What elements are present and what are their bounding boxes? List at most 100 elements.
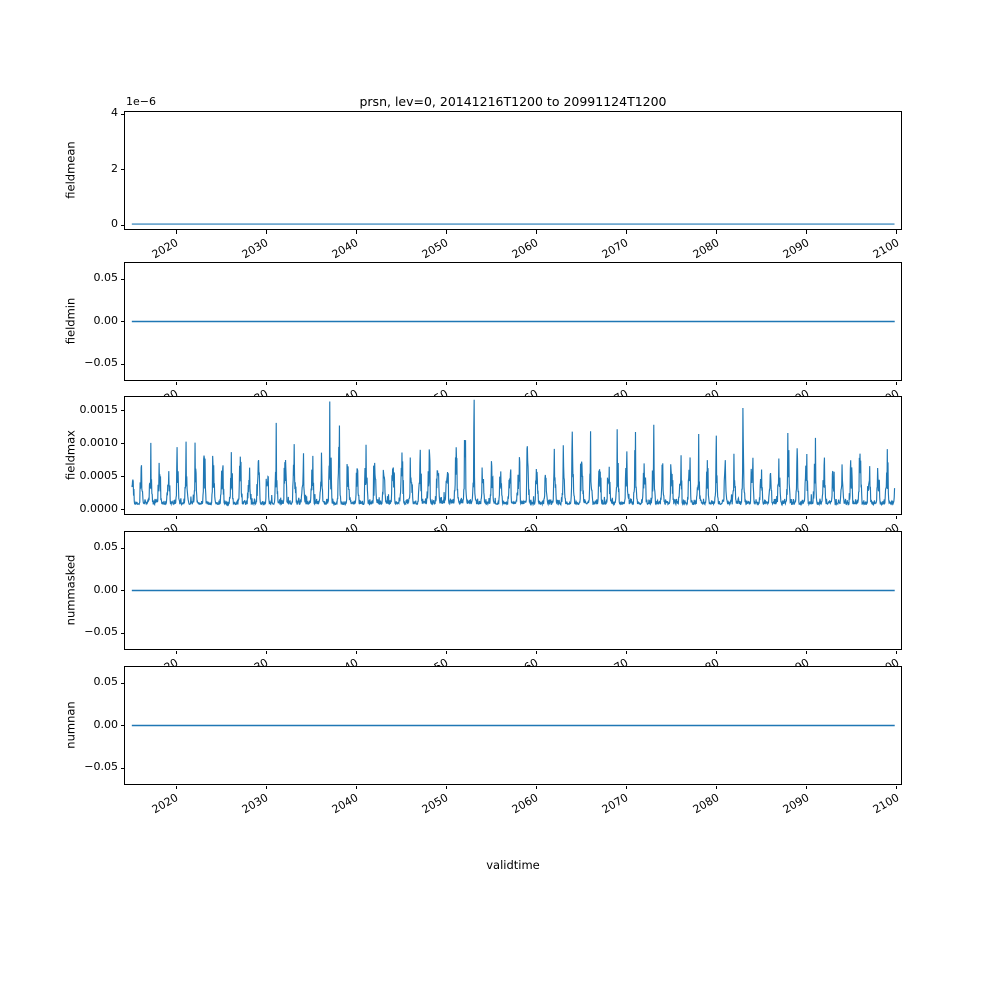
x-tick-mark — [535, 230, 537, 234]
x-tick-label: 2070 — [600, 236, 631, 262]
x-tick-mark — [355, 381, 357, 385]
y-tick-label: −0.05 — [84, 356, 118, 369]
y-tick-label: 2 — [111, 161, 118, 175]
y-tick-label: 0.00 — [93, 582, 119, 596]
y-tick-label: 0.00 — [93, 717, 119, 731]
x-tick-mark — [806, 785, 808, 789]
x-tick-mark — [535, 650, 537, 654]
x-tick-mark — [265, 650, 267, 654]
plot-panel-fieldmin — [124, 262, 902, 381]
y-tick-label: 0.0015 — [79, 402, 119, 416]
y-tick-label: 0.00 — [93, 313, 119, 327]
x-tick-mark — [716, 381, 718, 385]
x-tick-label: 2090 — [780, 791, 812, 817]
x-tick-mark — [175, 381, 177, 385]
y-tick-mark — [120, 321, 124, 323]
x-tick-mark — [806, 515, 808, 519]
x-tick-label: 2050 — [420, 791, 451, 817]
x-tick-mark — [265, 785, 267, 789]
x-tick-label: 2020 — [149, 791, 181, 817]
x-tick-mark — [625, 515, 627, 519]
x-tick-mark — [896, 650, 898, 654]
x-tick-mark — [806, 381, 808, 385]
x-tick-mark — [355, 650, 357, 654]
y-tick-mark — [120, 443, 124, 445]
plot-panel-fieldmax — [124, 396, 902, 515]
y-tick-mark — [120, 113, 124, 115]
y-tick-mark — [120, 169, 124, 171]
x-tick-mark — [625, 230, 627, 234]
x-tick-mark — [535, 785, 537, 789]
y-tick-mark — [120, 632, 124, 634]
y-tick-mark — [120, 682, 124, 684]
x-tick-mark — [445, 381, 447, 385]
y-tick-label: 0.0005 — [79, 468, 119, 482]
y-tick-label: 0.05 — [93, 271, 119, 284]
x-tick-label: 2020 — [149, 236, 181, 262]
x-tick-label: 2040 — [330, 791, 361, 817]
y-axis-label-fieldmean: fieldmean — [63, 140, 77, 199]
x-tick-label: 2080 — [690, 236, 721, 262]
y-tick-label: 0 — [111, 217, 118, 231]
y-tick-label: 0.0010 — [79, 435, 119, 449]
x-tick-mark — [175, 785, 177, 789]
y-tick-mark — [120, 547, 124, 549]
x-tick-mark — [445, 515, 447, 519]
x-tick-label: 2040 — [330, 236, 361, 262]
x-tick-label: 2080 — [690, 791, 721, 817]
x-tick-label: 2100 — [870, 791, 902, 817]
x-tick-label: 2100 — [870, 236, 902, 262]
x-tick-mark — [535, 515, 537, 519]
x-tick-mark — [175, 515, 177, 519]
y-tick-mark — [120, 363, 124, 365]
y-axis-label-numnan: numnan — [63, 700, 77, 749]
x-axis-label: validtime — [486, 858, 540, 872]
y-tick-label: 0.05 — [93, 540, 119, 553]
x-tick-mark — [896, 515, 898, 519]
y-tick-mark — [120, 509, 124, 511]
x-tick-mark — [445, 650, 447, 654]
x-tick-label: 2030 — [240, 791, 271, 817]
figure-title: prsn, lev=0, 20141216T1200 to 20991124T1… — [359, 94, 667, 109]
x-tick-mark — [535, 381, 537, 385]
series-fieldmin — [125, 263, 901, 380]
x-tick-label: 2060 — [510, 791, 541, 817]
x-tick-mark — [806, 230, 808, 234]
y-tick-label: −0.05 — [84, 760, 118, 773]
y-tick-mark — [120, 767, 124, 769]
x-tick-mark — [896, 785, 898, 789]
x-tick-mark — [265, 230, 267, 234]
x-tick-mark — [716, 785, 718, 789]
x-tick-mark — [625, 381, 627, 385]
plot-panel-nummasked — [124, 531, 902, 650]
y-tick-mark — [120, 224, 124, 226]
y-tick-mark — [120, 410, 124, 412]
x-tick-mark — [445, 785, 447, 789]
plot-panel-numnan — [124, 666, 902, 785]
series-fieldmean — [125, 112, 901, 229]
x-tick-mark — [625, 650, 627, 654]
y-tick-mark — [120, 278, 124, 280]
x-tick-mark — [355, 515, 357, 519]
series-nummasked — [125, 532, 901, 649]
plot-panel-fieldmean — [124, 111, 902, 230]
x-tick-mark — [896, 230, 898, 234]
x-tick-mark — [175, 230, 177, 234]
y-tick-mark — [120, 590, 124, 592]
x-tick-label: 2030 — [240, 236, 271, 262]
x-tick-mark — [355, 230, 357, 234]
y-tick-label: −0.05 — [84, 625, 118, 638]
y-axis-offset-text: 1e−6 — [126, 95, 156, 108]
x-tick-mark — [716, 515, 718, 519]
x-tick-label: 2060 — [510, 236, 541, 262]
data-line — [132, 400, 895, 505]
y-tick-label: 4 — [111, 106, 118, 120]
x-tick-mark — [265, 515, 267, 519]
x-tick-mark — [896, 381, 898, 385]
y-tick-mark — [120, 725, 124, 727]
x-tick-label: 2050 — [420, 236, 451, 262]
x-tick-label: 2090 — [780, 236, 812, 262]
series-fieldmax — [125, 397, 901, 514]
x-tick-mark — [355, 785, 357, 789]
